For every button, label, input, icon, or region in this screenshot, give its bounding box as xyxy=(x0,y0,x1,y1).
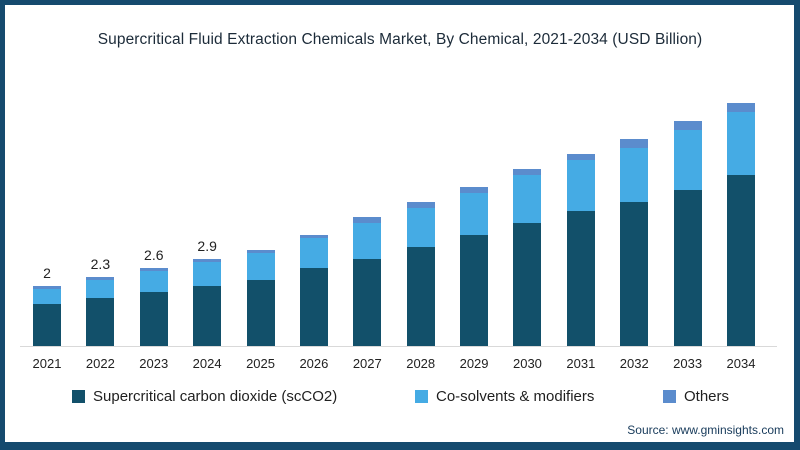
x-tick-2033: 2033 xyxy=(673,356,703,371)
bar-segment-2031-series-0 xyxy=(566,211,595,346)
bar-2030 xyxy=(513,169,542,346)
bar-2032 xyxy=(620,139,649,346)
source-attribution: Source: www.gminsights.com xyxy=(627,423,784,437)
x-tick-2025: 2025 xyxy=(246,356,275,371)
bar-segment-2022-series-0 xyxy=(86,298,115,346)
plot-area xyxy=(33,90,755,346)
x-tick-2021: 2021 xyxy=(32,356,62,371)
bar-segment-2024-series-1 xyxy=(193,262,222,286)
x-tick-2026: 2026 xyxy=(299,356,329,371)
bar-segment-2033-series-0 xyxy=(673,190,702,346)
bar-segment-2032-series-1 xyxy=(620,148,649,202)
bar-segment-2027-series-0 xyxy=(353,259,382,346)
bar-segment-2032-series-2 xyxy=(620,139,649,148)
bar-segment-2021-series-1 xyxy=(33,289,61,304)
bar-segment-2029-series-2 xyxy=(460,187,489,193)
x-tick-2023: 2023 xyxy=(139,356,169,371)
bar-segment-2033-series-2 xyxy=(673,121,702,130)
x-tick-2032: 2032 xyxy=(619,356,649,371)
bar-segment-2034-series-0 xyxy=(726,175,755,346)
bar-segment-2030-series-0 xyxy=(513,223,542,346)
bar-segment-2023-series-2 xyxy=(139,268,168,271)
legend-swatch-cosolvents xyxy=(415,390,428,403)
bar-segment-2026-series-1 xyxy=(299,238,328,268)
bar-2023 xyxy=(139,268,168,346)
bar-segment-2026-series-2 xyxy=(299,235,328,238)
bar-segment-2031-series-1 xyxy=(566,160,595,211)
bar-2034 xyxy=(726,103,755,346)
bar-segment-2024-series-2 xyxy=(193,259,222,262)
x-tick-2022: 2022 xyxy=(85,356,115,371)
bar-segment-2026-series-0 xyxy=(299,268,328,346)
x-tick-2034: 2034 xyxy=(726,356,756,371)
x-tick-2028: 2028 xyxy=(406,356,436,371)
bar-segment-2028-series-0 xyxy=(406,247,435,346)
bar-2024 xyxy=(193,259,222,346)
x-tick-2030: 2030 xyxy=(512,356,542,371)
legend-item-cosolvents: Co-solvents & modifiers xyxy=(415,388,594,405)
value-label-2024: 2.9 xyxy=(197,238,217,254)
bar-2027 xyxy=(353,217,382,346)
legend-item-scco2: Supercritical carbon dioxide (scCO2) xyxy=(72,388,337,405)
legend-label-cosolvents: Co-solvents & modifiers xyxy=(436,388,595,405)
bar-2029 xyxy=(460,187,489,346)
legend-label-scco2: Supercritical carbon dioxide (scCO2) xyxy=(93,388,338,405)
bar-segment-2029-series-1 xyxy=(460,193,489,235)
bar-segment-2025-series-1 xyxy=(246,253,275,280)
bar-segment-2027-series-1 xyxy=(353,223,382,259)
chart-title: Supercritical Fluid Extraction Chemicals… xyxy=(97,31,703,48)
x-axis-line xyxy=(20,346,777,347)
bar-segment-2022-series-2 xyxy=(86,277,115,280)
bar-2026 xyxy=(299,235,328,346)
bar-segment-2029-series-0 xyxy=(460,235,489,346)
legend-item-others: Others xyxy=(663,388,729,405)
value-label-2022: 2.3 xyxy=(90,256,111,272)
bar-segment-2022-series-1 xyxy=(86,280,115,298)
bar-segment-2024-series-0 xyxy=(193,286,222,346)
bar-segment-2032-series-0 xyxy=(620,202,649,346)
bar-2022 xyxy=(86,277,115,346)
bar-2021 xyxy=(33,286,61,346)
bar-segment-2030-series-1 xyxy=(513,175,542,223)
bar-segment-2021-series-2 xyxy=(33,286,61,289)
legend-swatch-scco2 xyxy=(72,390,85,403)
bar-segment-2021-series-0 xyxy=(33,304,61,346)
legend-label-others: Others xyxy=(684,388,730,405)
bar-2033 xyxy=(673,121,702,346)
bar-segment-2030-series-2 xyxy=(513,169,542,175)
bar-segment-2027-series-2 xyxy=(353,217,382,223)
bar-segment-2033-series-1 xyxy=(673,130,702,190)
bar-2031 xyxy=(566,154,595,346)
legend-swatch-others xyxy=(663,390,676,403)
bar-2028 xyxy=(406,202,435,346)
bar-segment-2034-series-2 xyxy=(726,103,755,112)
bar-2025 xyxy=(246,250,275,346)
x-tick-2029: 2029 xyxy=(459,356,489,371)
bar-segment-2025-series-0 xyxy=(246,280,275,346)
bar-segment-2025-series-2 xyxy=(246,250,275,253)
bar-segment-2023-series-1 xyxy=(139,271,168,292)
bar-segment-2023-series-0 xyxy=(139,292,168,346)
bar-segment-2028-series-1 xyxy=(406,208,435,247)
bar-segment-2031-series-2 xyxy=(566,154,595,160)
bar-segment-2028-series-2 xyxy=(406,202,435,208)
x-tick-2027: 2027 xyxy=(352,356,382,371)
bar-segment-2034-series-1 xyxy=(726,112,755,175)
value-label-2021: 2 xyxy=(43,265,51,281)
x-tick-2024: 2024 xyxy=(192,356,222,371)
x-tick-2031: 2031 xyxy=(566,356,596,371)
value-label-2023: 2.6 xyxy=(144,247,164,263)
